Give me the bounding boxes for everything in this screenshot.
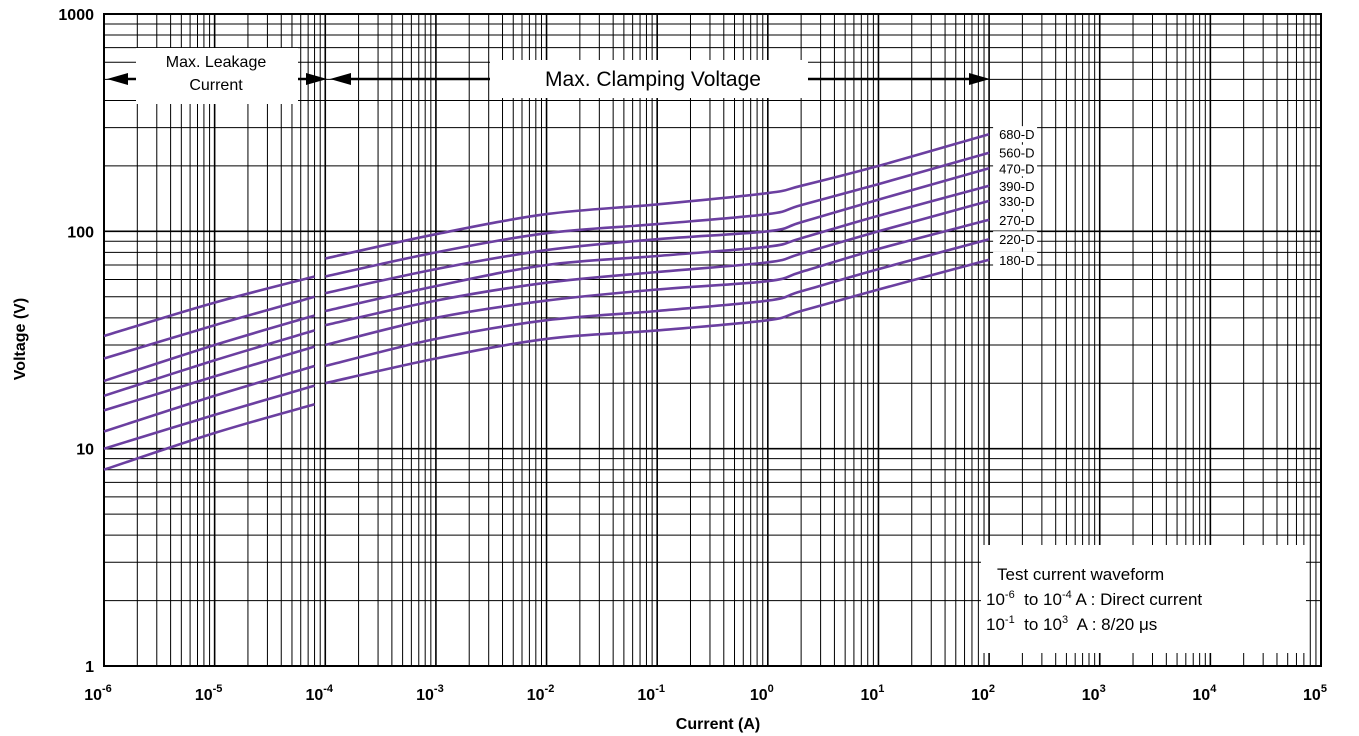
plot-frame (103, 13, 1322, 667)
series-label-470-D: 470-D (999, 161, 1034, 176)
series-label-220-D: 220-D (999, 232, 1034, 247)
waveform-legend-box (981, 545, 1306, 653)
waveform-line1-exp2: -4 (1062, 589, 1072, 601)
x-tick-label: 10-2 (527, 683, 555, 704)
series-680-D-leakage-line (103, 275, 315, 338)
series-label-bg (993, 177, 1038, 194)
x-tick-label: 103 (1082, 683, 1106, 704)
series-180-D-leakage-line (103, 403, 315, 471)
x-tick-label: 100 (750, 683, 774, 704)
x-tick-label: 10-1 (637, 683, 665, 704)
y-tick-label: 1 (85, 659, 94, 676)
clamping-annotation: Max. Clamping Voltage (330, 60, 990, 98)
series-330-D-clamping-line (325, 199, 990, 327)
leakage-label-line2: Current (189, 77, 243, 94)
leakage-arrowhead-left (107, 73, 128, 85)
waveform-line1-mid: to 10 (1015, 590, 1062, 609)
series-390-D-clamping-line (325, 184, 990, 313)
x-tick-label: 10-4 (305, 683, 333, 704)
waveform-line2-rest: A : 8/20 μs (1068, 615, 1157, 634)
y-axis-title: Voltage (V) (12, 298, 29, 380)
x-tick-label: 10-3 (416, 683, 444, 704)
series-270-D-leakage-line (103, 364, 315, 433)
y-tick-label: 100 (67, 224, 94, 241)
x-tick-label: 10-5 (195, 683, 223, 704)
series-label-180-D: 180-D (999, 253, 1034, 268)
series-560-D-leakage-line (103, 295, 315, 360)
y-tick-label: 10 (76, 442, 94, 459)
x-tick-labels: 10-6 10-5 10-4 10-3 10-2 10-1 100 101 102 103 104 1… (84, 683, 1327, 704)
waveform-line1-base: 10 (986, 590, 1005, 609)
series-label-bg (993, 126, 1038, 143)
series-270-D-clamping-line (324, 218, 990, 347)
leakage-label-line1: Max. Leakage (166, 54, 267, 71)
waveform-line1-rest: A : Direct current (1072, 590, 1203, 609)
x-tick-label: 105 (1303, 683, 1327, 704)
series-label-bg (993, 144, 1038, 161)
waveform-line2-exp2: 3 (1062, 614, 1068, 626)
y-tick-label: 1000 (58, 7, 94, 24)
series-label-680-D: 680-D (999, 127, 1034, 142)
series-label-330-D: 330-D (999, 194, 1034, 209)
series-label-bg (993, 231, 1038, 248)
series-470-D-clamping-line (325, 167, 990, 295)
x-tick-label: 104 (1192, 683, 1217, 704)
leakage-arrowhead-right (306, 73, 327, 85)
clamping-label: Max. Clamping Voltage (545, 68, 761, 91)
x-tick-label: 102 (971, 683, 995, 704)
waveform-line2-mid: to 10 (1015, 615, 1062, 634)
clamping-arrowhead-right (969, 73, 990, 85)
clamping-label-box (490, 60, 808, 98)
waveform-legend: Test current waveform 10-6 to 10-4 A : D… (981, 545, 1306, 653)
series-180-D-clamping-line (325, 258, 990, 385)
series-680-D-clamping-line (325, 132, 990, 260)
series-220-D-leakage-line (103, 384, 315, 450)
series-label-bg (993, 192, 1038, 209)
waveform-line2-exp: -1 (1005, 614, 1015, 626)
series-label-560-D: 560-D (999, 146, 1034, 161)
series-470-D-leakage-line (103, 314, 315, 383)
clamping-arrowhead-left (330, 73, 351, 85)
leakage-annotation: Max. Leakage Current (107, 48, 327, 104)
series-220-D-clamping-line (324, 237, 990, 368)
waveform-line1: 10-6 to 10-4 A : Direct current (986, 589, 1202, 609)
series-label-270-D: 270-D (999, 213, 1034, 228)
series-label-390-D: 390-D (999, 179, 1034, 194)
y-tick-labels: 1 10 100 1000 (58, 7, 94, 676)
x-tick-label: 101 (860, 683, 884, 704)
series-label-bg (993, 160, 1038, 177)
waveform-title: Test current waveform (997, 565, 1164, 584)
series-330-D-leakage-line (103, 345, 315, 412)
x-tick-label: 10-6 (84, 683, 112, 704)
series-curves (103, 132, 990, 471)
waveform-line2-base: 10 (986, 615, 1005, 634)
waveform-line1-exp: -6 (1005, 589, 1015, 601)
series-label-bg (993, 251, 1038, 268)
waveform-line2: 10-1 to 103 A : 8/20 μs (986, 614, 1157, 634)
leakage-label-box (136, 48, 298, 104)
series-560-D-clamping-line (325, 151, 990, 278)
x-axis-title: Current (A) (676, 716, 760, 733)
series-390-D-leakage-line (103, 329, 315, 398)
series-label-bg (993, 211, 1038, 228)
